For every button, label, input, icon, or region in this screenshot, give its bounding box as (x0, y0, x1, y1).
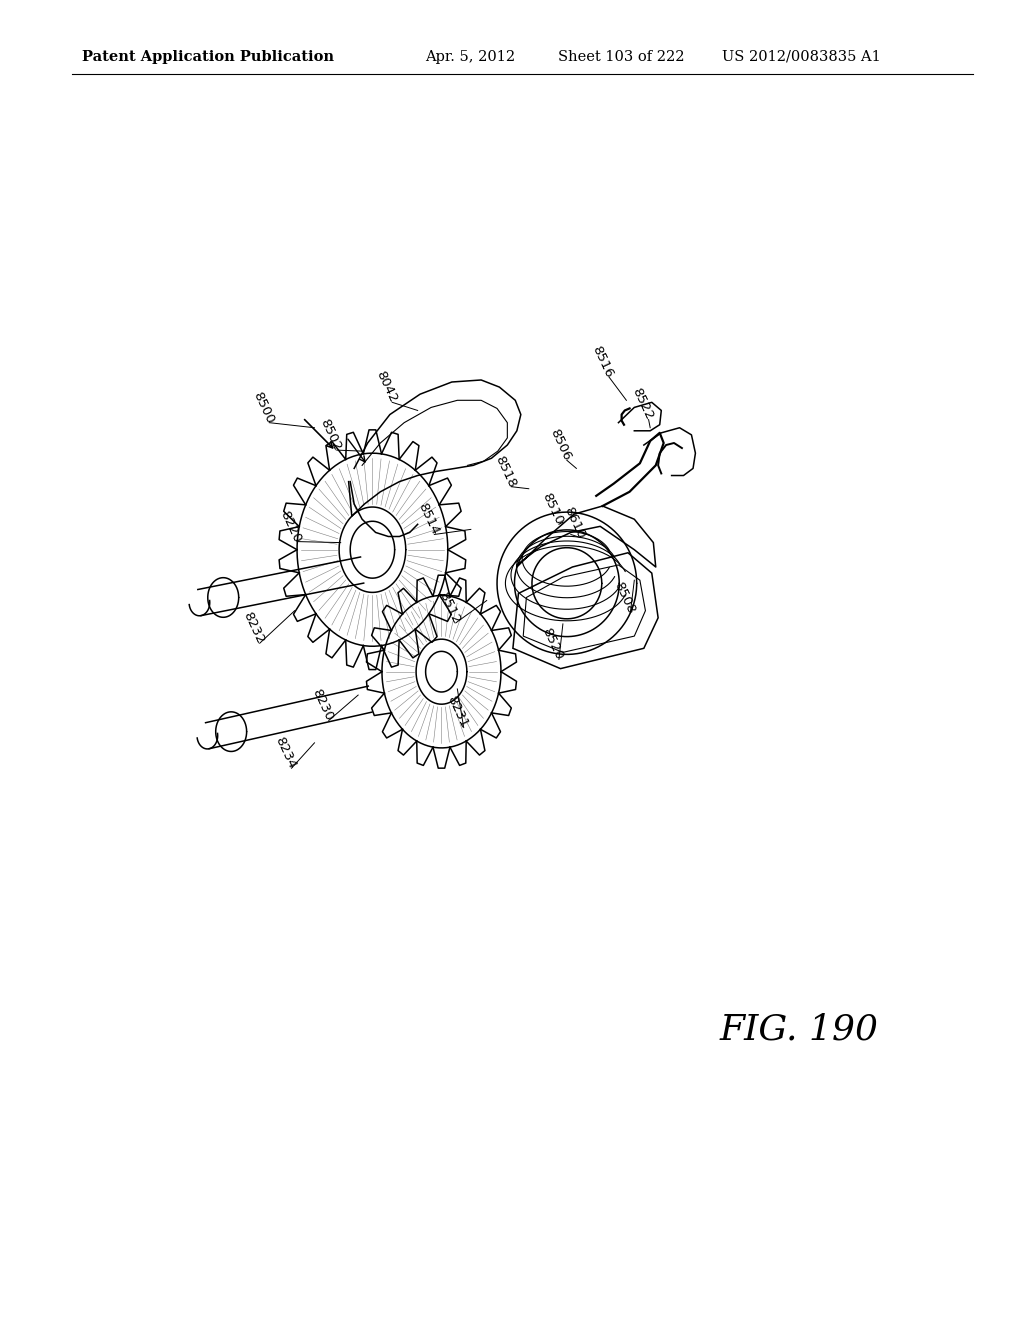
Text: Patent Application Publication: Patent Application Publication (82, 50, 334, 63)
Text: 8502: 8502 (317, 417, 343, 453)
Text: 8042: 8042 (373, 370, 399, 405)
Text: US 2012/0083835 A1: US 2012/0083835 A1 (722, 50, 881, 63)
Text: FIG. 190: FIG. 190 (719, 1012, 879, 1047)
Text: 8510: 8510 (540, 491, 565, 527)
Text: 8508: 8508 (611, 579, 637, 615)
Text: 8518: 8518 (492, 453, 518, 490)
Text: 8512: 8512 (436, 590, 463, 626)
Text: 8610: 8610 (561, 504, 587, 540)
Text: 8506: 8506 (548, 428, 573, 463)
Text: 8234: 8234 (272, 735, 298, 771)
Text: 8220: 8220 (278, 508, 304, 544)
Text: 8231: 8231 (444, 694, 470, 730)
Text: Apr. 5, 2012: Apr. 5, 2012 (425, 50, 515, 63)
Text: 8232: 8232 (241, 610, 266, 645)
Text: 8500: 8500 (250, 389, 275, 425)
Text: 8514: 8514 (415, 502, 441, 537)
Text: 8230: 8230 (309, 688, 336, 723)
Text: Sheet 103 of 222: Sheet 103 of 222 (558, 50, 685, 63)
Text: 8516: 8516 (590, 343, 615, 380)
Text: 8522: 8522 (629, 387, 655, 422)
Text: 8520: 8520 (540, 626, 565, 663)
